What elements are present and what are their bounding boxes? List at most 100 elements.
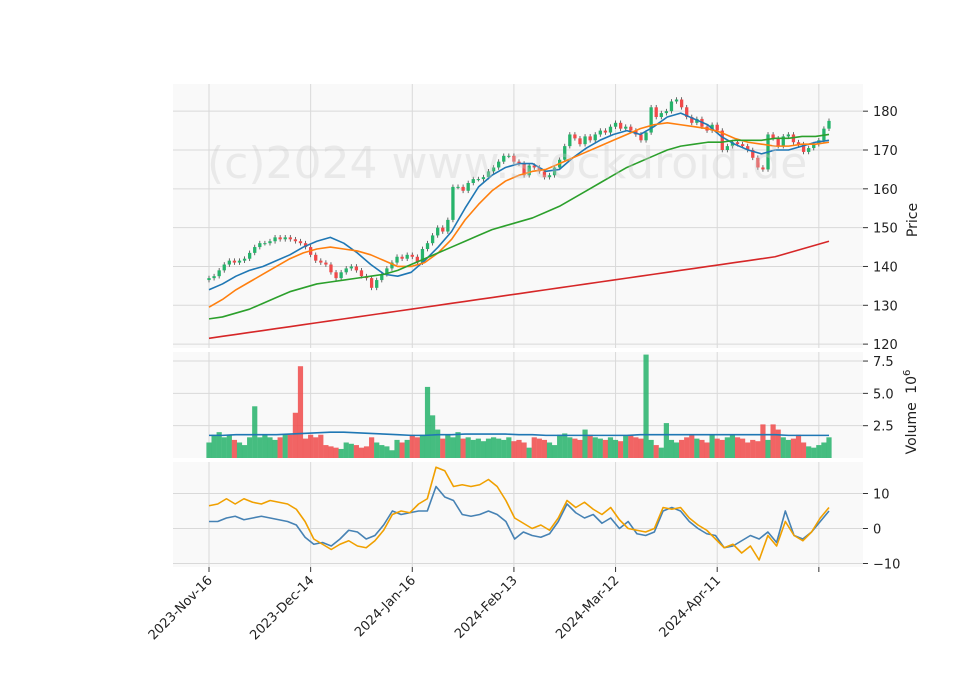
volume-bar [404,439,410,458]
volume-bar [785,439,791,458]
volume-bar [663,423,669,458]
x-tick-label: 2024-Mar-12 [553,573,622,642]
candle-body [613,122,618,127]
candle-body [720,130,724,150]
volume-bar [612,439,619,458]
candle-body [207,278,211,281]
volume-bar [811,447,817,458]
candle-body [583,136,587,145]
ma-long-line [208,240,830,340]
candle-body [354,266,359,271]
volume-bar [389,450,395,458]
candle-body [796,142,801,145]
ma-mid-line [208,122,830,308]
candle-body [776,138,780,147]
volume-bar [638,438,644,458]
candle-body [547,175,552,178]
volume-bar [206,442,212,458]
candle-body [761,167,765,170]
volume-bar [597,438,603,458]
volume-bar [282,434,288,458]
candle-body [248,252,252,259]
candle-body [735,142,740,145]
price-tick-label: 120 [873,338,898,353]
volume-bar [419,434,426,458]
volume-bar [435,429,441,458]
volume-bar [790,438,797,458]
candle-body [603,130,608,133]
volume-bar [648,439,654,458]
volume-bar [531,437,537,458]
candle-body [415,256,420,263]
volume-bar [607,437,614,458]
volume-bar [485,438,492,458]
volume-bars [206,354,832,458]
volume-bar [236,442,243,458]
candle-body [476,179,480,181]
candle-body [369,278,374,288]
oscillator-panel [173,462,863,567]
volume-bar [679,439,685,458]
volume-bar [445,434,451,458]
price-tick-label: 140 [873,260,898,275]
volume-bar [750,439,756,458]
x-tick-label: 2024-Jan-16 [352,573,419,640]
candle-body [593,134,597,141]
volume-bar [272,439,278,458]
candle-body [598,130,602,135]
candle-body [232,260,237,263]
candle-body [715,124,719,131]
volume-bar [323,445,329,458]
volume-tick-label: 2.5 [873,420,894,435]
candle-body [486,171,491,178]
volume-bar [755,441,761,458]
volume-bar [216,432,222,458]
volume-bar [714,438,720,458]
volume-bar [363,446,370,458]
volume-bar [572,438,578,458]
candle-body [568,134,572,147]
volume-bar [587,434,593,458]
volume-tick-label: 5.0 [873,387,894,402]
candle-body [298,241,303,244]
volume-bar [287,434,293,458]
volume-bar [673,442,680,458]
volume-bar [734,437,741,458]
volume-bar [745,442,751,458]
candle-body [674,99,679,102]
candle-body [344,268,348,273]
oscillator-tick-label: 10 [873,488,890,503]
candle-body [685,107,689,117]
volume-bar [430,415,436,458]
ma-slow-line [208,133,830,320]
volume-bar [618,441,624,458]
candle-body [730,142,735,147]
candle-body [349,266,353,269]
volume-bar [455,432,461,458]
price-tick-label: 150 [873,222,898,237]
volume-bar [562,433,568,458]
volume-bar [511,441,517,458]
candle-body [425,243,430,249]
candle-body [293,239,298,242]
volume-unit-exponent: 6 [902,370,913,376]
candle-body [314,254,318,261]
volume-bar [501,439,507,458]
volume-bar [496,438,502,458]
candle-body [578,138,582,145]
volume-average-line [209,431,829,437]
candle-body [801,144,806,152]
candle-body [756,157,760,168]
volume-bar [333,447,339,458]
candle-body [456,186,460,188]
candle-body [690,117,694,123]
candle-body [812,144,816,149]
volume-bar [821,442,827,458]
candle-body [380,274,384,281]
volume-unit-base: 10 [904,376,920,394]
candle-body [481,177,486,180]
volume-bar [470,439,476,458]
oscillator-tick-label: 0 [873,523,881,538]
volume-bar [770,424,776,458]
